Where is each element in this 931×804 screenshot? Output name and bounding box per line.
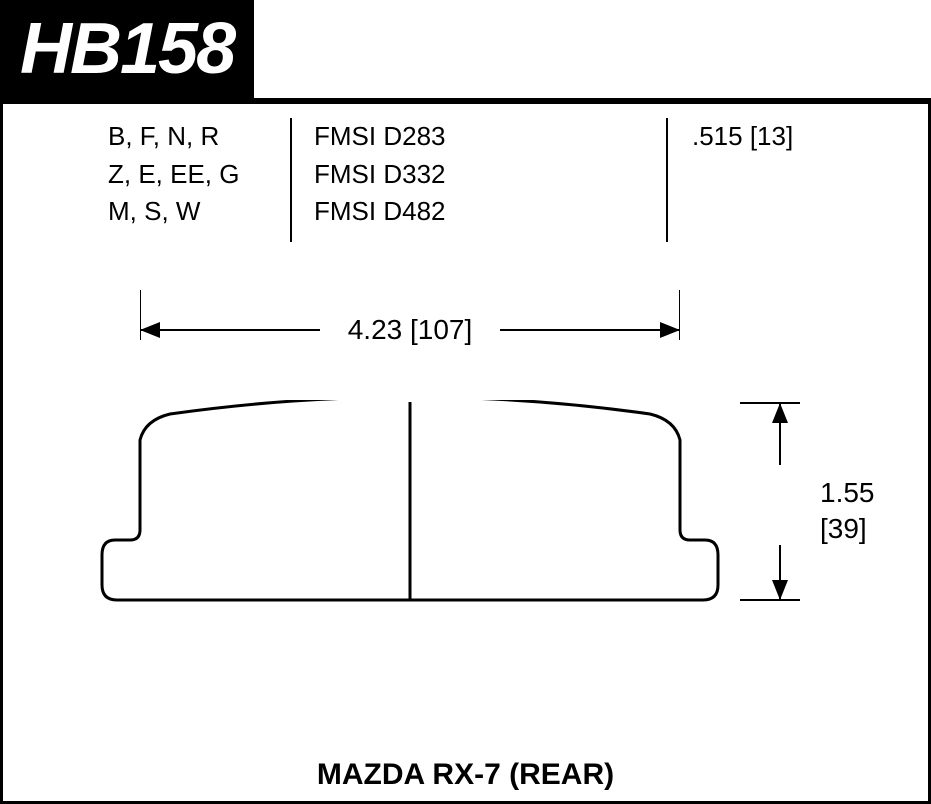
thickness-value: .515 [13] [692, 118, 793, 156]
info-row: B, F, N, R Z, E, EE, G M, S, W FMSI D283… [0, 118, 931, 248]
compounds-column: B, F, N, R Z, E, EE, G M, S, W [108, 118, 239, 231]
compound-line: Z, E, EE, G [108, 156, 239, 194]
caption: MAZDA RX-7 (REAR) [0, 758, 931, 792]
fmsi-line: FMSI D482 [314, 193, 446, 231]
diagram-area: 4.23 [107] 1.55 [39] [0, 290, 931, 750]
width-label: 4.23 [107] [140, 314, 680, 346]
height-dimension: 1.55 [39] [740, 385, 910, 645]
pad-svg [100, 400, 720, 630]
header-bar: HB158 [0, 0, 254, 98]
width-inches: 4.23 [348, 314, 403, 345]
compound-line: M, S, W [108, 193, 239, 231]
height-arrow-svg [740, 385, 820, 645]
height-inches: 1.55 [820, 475, 875, 511]
height-mm: [39] [820, 511, 875, 547]
width-dimension: 4.23 [107] [140, 290, 680, 360]
compound-line: B, F, N, R [108, 118, 239, 156]
fmsi-line: FMSI D332 [314, 156, 446, 194]
brake-pad-shape [100, 400, 720, 630]
fmsi-line: FMSI D283 [314, 118, 446, 156]
fmsi-column: FMSI D283 FMSI D332 FMSI D482 [314, 118, 446, 231]
height-label: 1.55 [39] [820, 475, 875, 548]
part-number: HB158 [20, 9, 234, 89]
thickness-column: .515 [13] [692, 118, 793, 156]
width-mm: [107] [410, 314, 472, 345]
